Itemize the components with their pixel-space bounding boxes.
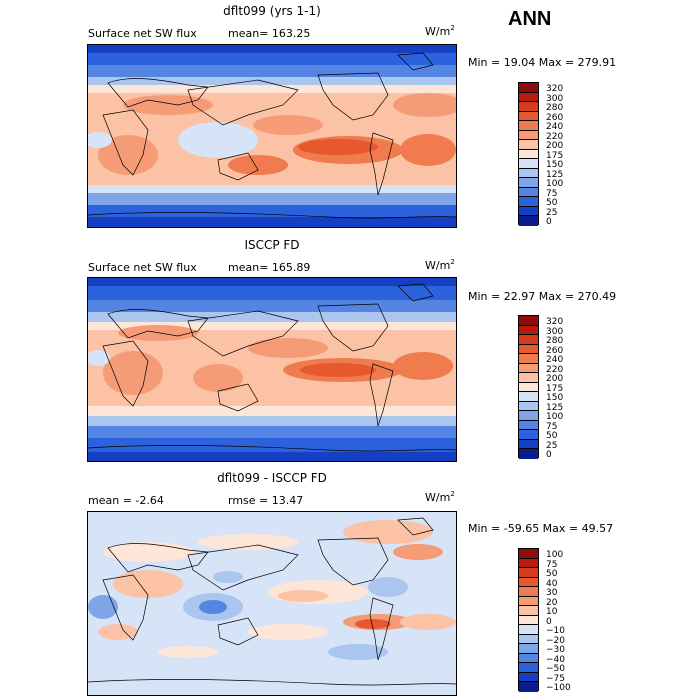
- colorbar-swatch: [519, 635, 538, 645]
- colorbar-swatch: [519, 178, 538, 188]
- panel2-units: W/m2: [425, 258, 455, 272]
- colorbar-swatch: [519, 597, 538, 607]
- season-label: ANN: [508, 8, 551, 31]
- colorbar-swatch: [519, 421, 538, 431]
- colorbar-swatch: [519, 682, 538, 692]
- colorbar-swatch: [519, 549, 538, 559]
- colorbar-swatch: [519, 326, 538, 336]
- colorbar-swatch: [519, 83, 538, 93]
- colorbar-tick-label: 50: [546, 199, 557, 208]
- colorbar-swatch: [519, 440, 538, 450]
- colorbar-swatch: [519, 316, 538, 326]
- colorbar-swatch: [519, 216, 538, 226]
- colorbar-swatch: [519, 354, 538, 364]
- panel3-field-svg: [88, 512, 456, 695]
- colorbar-tick-label: −10: [546, 627, 565, 636]
- panel2-stats: Min = 22.97 Max = 270.49: [468, 290, 616, 303]
- colorbar-tick-label: 150: [546, 394, 563, 403]
- colorbar-swatch: [519, 364, 538, 374]
- colorbar-swatch: [519, 663, 538, 673]
- panel1-units: W/m2: [425, 24, 455, 38]
- colorbar-swatch: [519, 578, 538, 588]
- colorbar-swatch: [519, 150, 538, 160]
- colorbar-swatch: [519, 131, 538, 141]
- colorbar-tick-label: 100: [546, 551, 563, 560]
- panel2-mean-label: mean= 165.89: [228, 261, 310, 274]
- colorbar-swatch: [519, 616, 538, 626]
- panel1-title: dflt099 (yrs 1-1): [87, 4, 457, 18]
- colorbar-swatch: [519, 430, 538, 440]
- colorbar-tick-label: −30: [546, 646, 565, 655]
- panel3-colorbar: [518, 548, 539, 691]
- colorbar-swatch: [519, 383, 538, 393]
- panel1-stats: Min = 19.04 Max = 279.91: [468, 56, 616, 69]
- colorbar-swatch: [519, 373, 538, 383]
- colorbar-swatch: [519, 559, 538, 569]
- panel2-title: ISCCP FD: [87, 238, 457, 252]
- colorbar-swatch: [519, 207, 538, 217]
- panel2-field-label: Surface net SW flux: [88, 261, 197, 274]
- colorbar-tick-label: 0: [546, 451, 552, 460]
- panel2-map: [87, 277, 457, 462]
- colorbar-swatch: [519, 644, 538, 654]
- colorbar-swatch: [519, 402, 538, 412]
- colorbar-tick-label: 280: [546, 104, 563, 113]
- panel1-field-svg: [88, 45, 456, 227]
- colorbar-swatch: [519, 392, 538, 402]
- colorbar-tick-label: 240: [546, 123, 563, 132]
- colorbar-tick-label: −50: [546, 665, 565, 674]
- colorbar-tick-label: 320: [546, 85, 563, 94]
- panel3-rmse-label: rmse = 13.47: [228, 494, 303, 507]
- colorbar-swatch: [519, 673, 538, 683]
- colorbar-tick-label: −100: [546, 684, 571, 693]
- panel3-map: [87, 511, 457, 696]
- colorbar-swatch: [519, 654, 538, 664]
- colorbar-tick-label: 100: [546, 413, 563, 422]
- colorbar-tick-label: 30: [546, 589, 557, 598]
- colorbar-swatch: [519, 587, 538, 597]
- colorbar-tick-label: 320: [546, 318, 563, 327]
- panel1-colorbar-labels: 320 300 280 260 240 220 200 175 150 125 …: [546, 82, 586, 225]
- colorbar-tick-label: 200: [546, 142, 563, 151]
- panel2-field-svg: [88, 278, 456, 461]
- colorbar-swatch: [519, 112, 538, 122]
- colorbar-tick-label: 50: [546, 570, 557, 579]
- panel1-map: [87, 44, 457, 228]
- colorbar-swatch: [519, 188, 538, 198]
- colorbar-swatch: [519, 606, 538, 616]
- colorbar-swatch: [519, 625, 538, 635]
- colorbar-tick-label: 240: [546, 356, 563, 365]
- colorbar-swatch: [519, 121, 538, 131]
- colorbar-swatch: [519, 159, 538, 169]
- colorbar-tick-label: 100: [546, 180, 563, 189]
- colorbar-swatch: [519, 335, 538, 345]
- colorbar-swatch: [519, 93, 538, 103]
- colorbar-swatch: [519, 568, 538, 578]
- panel3-mean-label: mean = -2.64: [88, 494, 164, 507]
- colorbar-tick-label: 0: [546, 218, 552, 227]
- colorbar-swatch: [519, 411, 538, 421]
- colorbar-tick-label: 50: [546, 432, 557, 441]
- panel1-mean-label: mean= 163.25: [228, 27, 310, 40]
- colorbar-tick-label: 200: [546, 375, 563, 384]
- panel3-units: W/m2: [425, 490, 455, 504]
- colorbar-tick-label: 10: [546, 608, 557, 617]
- colorbar-swatch: [519, 169, 538, 179]
- panel2-colorbar: [518, 315, 539, 458]
- panel3-colorbar-labels: 100 75 50 40 30 20 10 0 −10 −20 −30 −40 …: [546, 548, 586, 691]
- colorbar-tick-label: 150: [546, 161, 563, 170]
- panel1-colorbar: [518, 82, 539, 225]
- colorbar-swatch: [519, 102, 538, 112]
- colorbar-swatch: [519, 449, 538, 459]
- panel3-stats: Min = -59.65 Max = 49.57: [468, 522, 613, 535]
- panel1-field-label: Surface net SW flux: [88, 27, 197, 40]
- colorbar-swatch: [519, 197, 538, 207]
- colorbar-tick-label: 280: [546, 337, 563, 346]
- colorbar-swatch: [519, 140, 538, 150]
- colorbar-swatch: [519, 345, 538, 355]
- panel3-title: dflt099 - ISCCP FD: [87, 471, 457, 485]
- panel2-colorbar-labels: 320 300 280 260 240 220 200 175 150 125 …: [546, 315, 586, 458]
